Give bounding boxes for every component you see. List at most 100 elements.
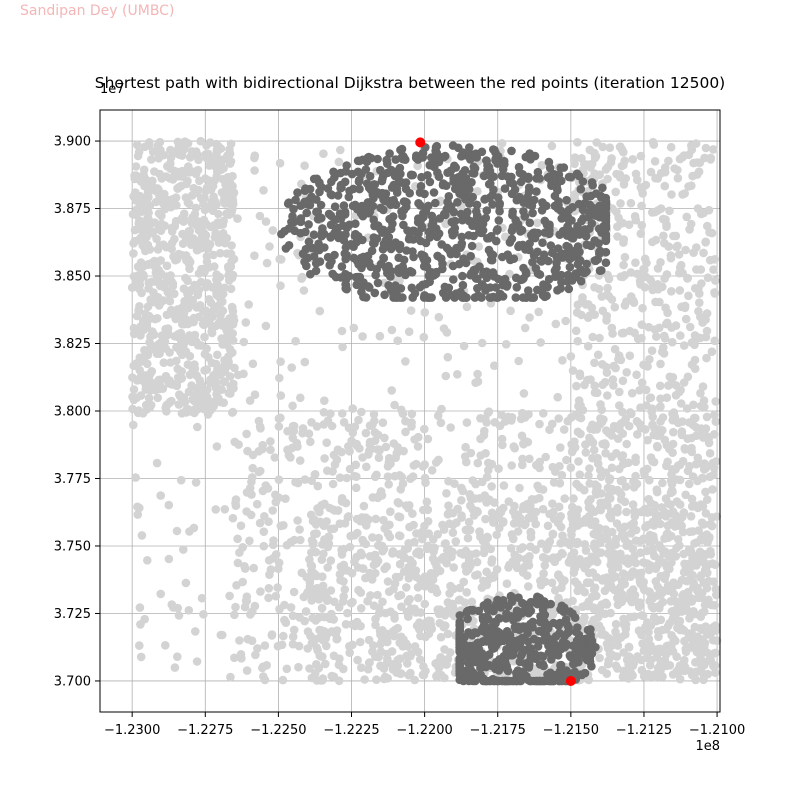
network-node [213,350,222,360]
network-node [313,481,323,491]
network-node [698,608,707,617]
explored-node [405,188,415,198]
network-node [655,381,665,391]
network-node [209,192,218,201]
network-node [318,652,327,661]
explored-node [564,205,574,215]
explored-node [301,227,310,237]
network-node [215,370,225,380]
network-node [153,393,162,403]
network-node [679,151,689,160]
explored-node [330,228,339,238]
network-node [166,358,175,367]
network-node [679,341,689,350]
network-node [235,548,244,557]
network-node [457,483,466,493]
network-node [701,237,710,247]
network-node [639,646,649,655]
network-node [229,316,239,325]
network-node [233,370,243,380]
explored-node [341,167,351,176]
explored-node [357,169,366,179]
network-node [179,545,188,554]
network-node [583,160,592,169]
network-node [653,174,662,183]
network-node [628,155,638,164]
explored-node [491,156,500,165]
network-node [490,361,499,371]
network-node [531,545,540,554]
network-node [698,625,707,634]
network-node [340,519,350,528]
network-node [519,389,529,398]
network-node [465,525,475,535]
explored-node [383,159,392,168]
network-node [210,233,220,242]
explored-node [544,274,554,284]
x-tick-label: −1.2150 [543,723,599,738]
explored-node [595,202,605,212]
network-node [613,434,623,444]
network-node [129,239,138,248]
network-node [395,654,405,663]
explored-node [496,289,505,299]
network-node [527,495,537,504]
network-node [596,498,605,508]
explored-node [513,666,523,675]
network-node [160,337,170,347]
network-node [211,359,221,369]
network-node [597,630,606,639]
network-node [441,371,451,381]
explored-node [498,676,508,686]
network-node [697,667,706,676]
network-node [168,195,177,204]
network-node [707,347,717,357]
network-node [322,517,331,526]
network-node [174,183,184,192]
network-node [300,161,309,170]
network-node [683,274,692,283]
explored-node [498,165,508,174]
explored-node [390,171,400,181]
network-node [448,528,458,537]
network-node [681,647,691,657]
network-node [337,326,347,336]
network-node [462,457,471,467]
network-node [328,479,338,489]
explored-node [444,192,454,201]
explored-node [596,212,606,222]
explored-node [466,251,476,261]
network-node [172,255,182,264]
explored-node [566,251,575,261]
network-node [644,634,654,644]
network-node [218,220,228,229]
network-node [306,437,315,447]
network-node [259,186,268,195]
network-node [486,544,496,554]
network-node [459,341,469,351]
network-node [466,448,476,458]
network-node [685,479,694,489]
network-node [497,410,506,420]
explored-node [449,174,458,183]
explored-node [457,232,467,242]
network-node [625,408,635,417]
explored-node [339,201,349,210]
network-node [606,513,616,523]
network-node [535,419,544,429]
explored-node [461,258,471,268]
explored-node [520,212,530,221]
network-node [144,141,154,150]
network-node [664,156,673,166]
network-node [668,583,677,592]
network-node [416,631,425,641]
network-node [545,509,554,519]
network-node [166,153,176,162]
explored-node [350,200,360,210]
network-node [684,182,693,191]
network-node [315,517,325,527]
network-node [371,620,380,630]
network-node [676,385,685,395]
network-node [307,418,316,427]
network-node [506,306,515,316]
